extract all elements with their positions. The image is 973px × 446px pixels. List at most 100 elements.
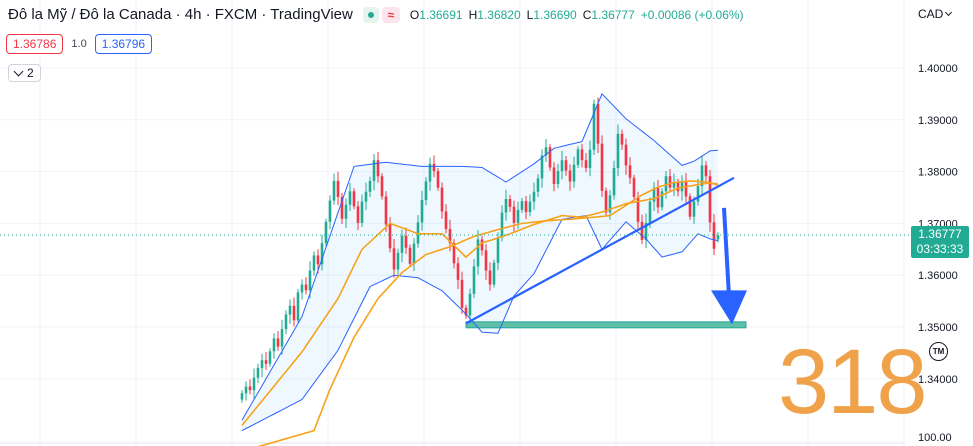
- bollinger-upper-line: [241, 93, 719, 421]
- candle-body: [668, 176, 672, 188]
- candle: [628, 157, 632, 185]
- candle-body: [596, 103, 600, 144]
- candle-body: [624, 144, 628, 166]
- symbol-title[interactable]: Đô la Mỹ / Đô la Canada · 4h · FXCM · Tr…: [8, 6, 353, 23]
- open-label: O: [409, 7, 420, 22]
- candle-body: [320, 243, 324, 265]
- candle-body: [344, 204, 348, 219]
- candle: [624, 138, 628, 175]
- candle-body: [488, 270, 492, 285]
- currency-label: CAD: [918, 7, 944, 21]
- candle-body: [392, 248, 396, 270]
- candle: [380, 173, 384, 200]
- candle-body: [256, 367, 260, 378]
- candle: [284, 310, 288, 335]
- candle-body: [264, 360, 268, 364]
- candle-body: [680, 181, 684, 192]
- candle: [312, 251, 316, 276]
- candle: [444, 204, 448, 234]
- buy-button[interactable]: 1.36796: [94, 34, 153, 54]
- candle: [708, 170, 712, 232]
- candle-body: [364, 191, 368, 202]
- candle-body: [684, 181, 688, 197]
- candle-body: [536, 178, 540, 192]
- candle: [412, 238, 416, 272]
- candle: [568, 164, 572, 191]
- candle: [436, 167, 440, 191]
- candle: [384, 191, 388, 232]
- candle: [560, 150, 564, 180]
- candle: [368, 176, 372, 197]
- candle: [532, 182, 536, 210]
- candle-body: [548, 147, 552, 168]
- candle-body: [408, 247, 412, 264]
- sell-button[interactable]: 1.36786: [6, 34, 64, 54]
- candle-body: [520, 201, 524, 210]
- support-zone: [465, 321, 747, 329]
- candle-body: [356, 206, 360, 223]
- candle: [324, 218, 328, 247]
- candle-body: [360, 201, 364, 223]
- candle: [464, 304, 468, 319]
- candle: [652, 181, 656, 211]
- candle: [400, 229, 404, 263]
- candle: [576, 146, 580, 168]
- candle-body: [284, 314, 288, 330]
- bollinger-band-fill: [242, 93, 718, 431]
- candle: [612, 160, 616, 200]
- candle-body: [376, 160, 380, 177]
- candle: [712, 214, 716, 255]
- y-tick-label: 100.00: [918, 432, 952, 444]
- candle: [404, 227, 408, 254]
- candle: [596, 97, 600, 153]
- currency-selector[interactable]: CAD: [918, 7, 953, 21]
- candle-body: [592, 103, 596, 150]
- candle-body: [372, 160, 376, 181]
- candle-body: [460, 279, 464, 308]
- candle: [700, 156, 704, 195]
- candle: [240, 390, 244, 403]
- candle-body: [508, 199, 512, 207]
- candle-body: [240, 393, 244, 400]
- candle-body: [544, 147, 548, 156]
- candle-body: [512, 206, 516, 223]
- candle: [320, 234, 324, 271]
- candle-body: [452, 243, 456, 264]
- indicators-toggle-button[interactable]: 2: [8, 64, 41, 82]
- candle-body: [604, 190, 608, 213]
- candle: [408, 244, 412, 267]
- candle-body: [244, 386, 248, 394]
- candle-body: [628, 165, 632, 178]
- candle: [616, 124, 620, 177]
- candle: [264, 351, 268, 370]
- candle-body: [268, 351, 272, 364]
- low-value: 1.36690: [533, 7, 577, 22]
- candle: [352, 188, 356, 210]
- market-open-dot-icon[interactable]: [362, 6, 379, 23]
- candle-body: [380, 176, 384, 197]
- candle: [300, 279, 304, 300]
- candle: [336, 171, 340, 206]
- candle: [460, 271, 464, 315]
- wave-icon[interactable]: ≈: [381, 6, 400, 23]
- candle: [692, 196, 696, 224]
- candle-body: [388, 224, 392, 249]
- candle: [572, 156, 576, 188]
- projection-arrow: [711, 207, 747, 325]
- candle-body: [528, 201, 532, 213]
- candle: [288, 299, 292, 324]
- candle-body: [688, 196, 692, 217]
- candle-body: [588, 149, 592, 168]
- y-tick-label: 1.40000: [918, 63, 958, 75]
- candle-body: [500, 212, 504, 238]
- candle-body: [404, 235, 408, 248]
- chevron-down-icon: [945, 8, 953, 17]
- candle: [452, 238, 456, 269]
- candle: [540, 149, 544, 188]
- candle-body: [648, 201, 652, 223]
- candle-body: [632, 177, 636, 197]
- bollinger-basis-line: [241, 182, 719, 426]
- candle: [492, 259, 496, 288]
- candle: [644, 213, 648, 249]
